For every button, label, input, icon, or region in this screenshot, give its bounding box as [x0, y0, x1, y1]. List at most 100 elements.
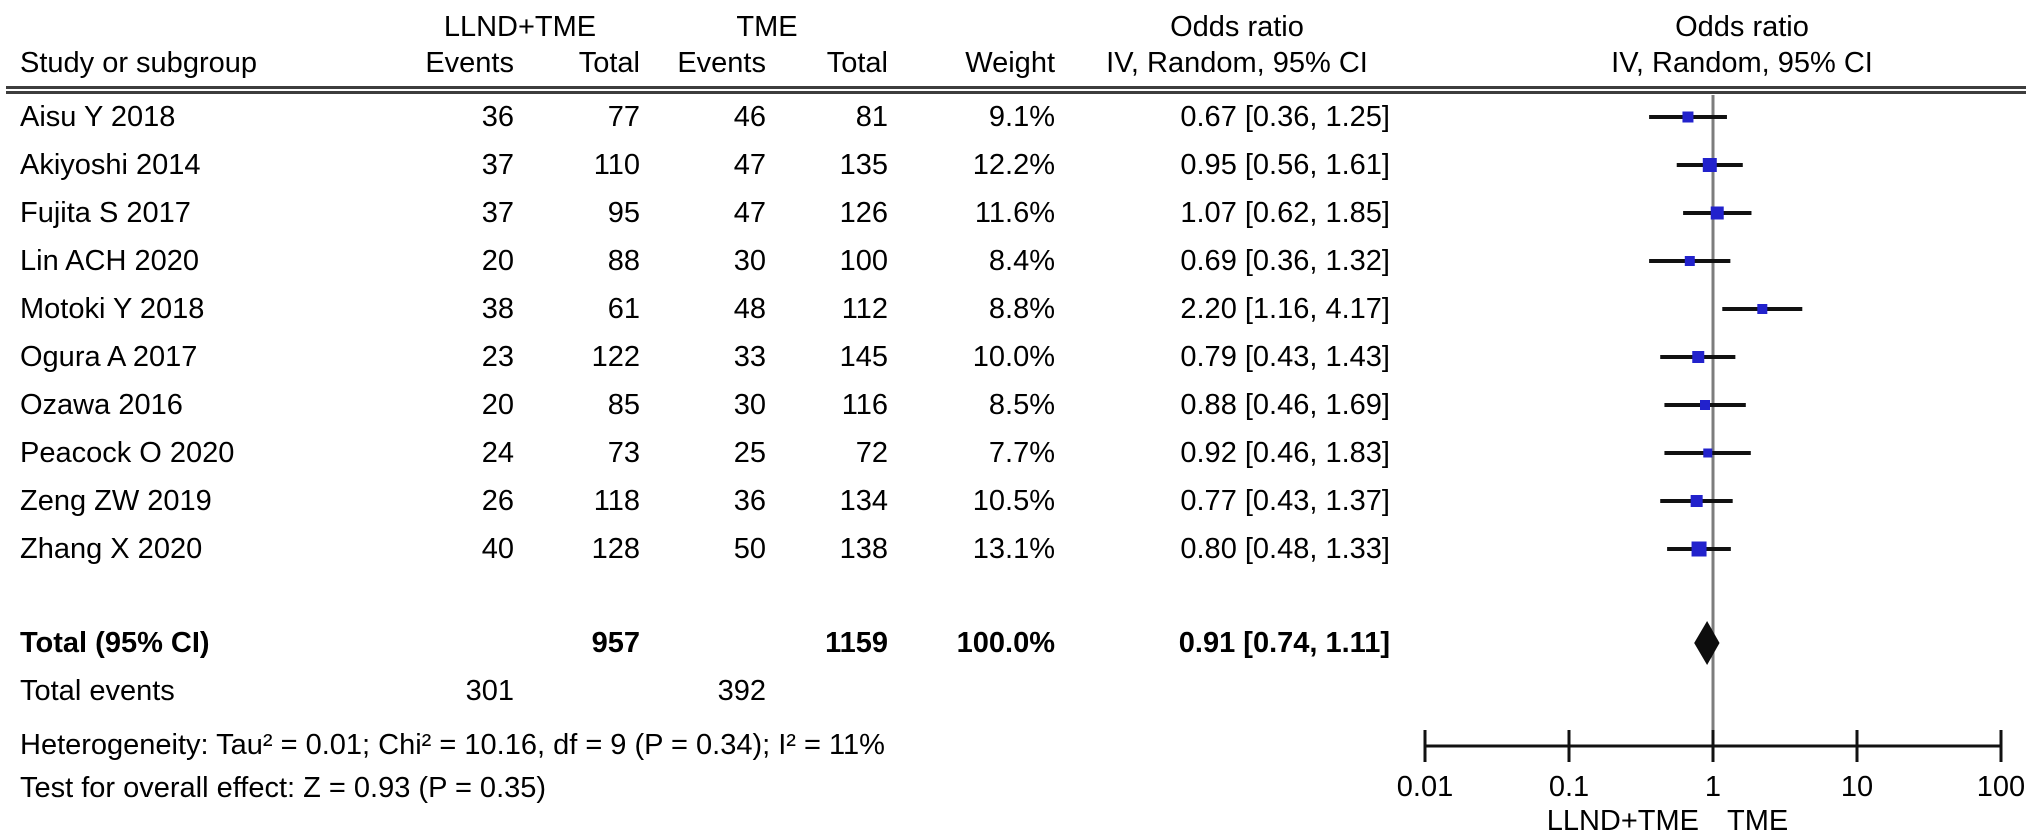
- study-row: Motoki Y 2018 38 61 48 112 8.8% 2.20 [1.16, 4.…: [0, 285, 1400, 333]
- llnd-tme-total: 85: [607, 389, 640, 421]
- llnd-tme-total: 77: [607, 101, 640, 133]
- tme-total: 112: [841, 293, 888, 325]
- axis-tick-label: 100: [1977, 771, 2025, 803]
- tme-total: 116: [841, 389, 888, 421]
- llnd-tme-events: 20: [481, 245, 514, 277]
- total-events-llnd-tme: 301: [465, 675, 514, 707]
- tme-total: 100: [839, 245, 888, 277]
- odds-ratio-plot-title: Odds ratio: [1675, 11, 1809, 43]
- study-or-ci: 0.79 [0.43, 1.43]: [1180, 341, 1390, 373]
- header-rule: [6, 86, 2026, 94]
- study-or-ci: 0.77 [0.43, 1.37]: [1180, 485, 1390, 517]
- tme-events: 48: [733, 293, 766, 325]
- effect-square: [1691, 541, 1707, 557]
- study-or-ci: 1.07 [0.62, 1.85]: [1180, 197, 1390, 229]
- total-or-ci: 0.91 [0.74, 1.11]: [1178, 627, 1390, 659]
- tme-events: 47: [733, 149, 766, 181]
- summary-diamond: [1694, 621, 1720, 665]
- tme-total: 134: [839, 485, 888, 517]
- tme-events: 25: [733, 437, 766, 469]
- study-weight: 12.2%: [972, 149, 1055, 181]
- favours-right-label: TME: [1727, 805, 1788, 837]
- study-or-ci: 0.92 [0.46, 1.83]: [1180, 437, 1390, 469]
- effect-square: [1692, 351, 1705, 363]
- study-weight: 8.5%: [988, 389, 1055, 421]
- study-name: Ogura A 2017: [20, 341, 198, 373]
- study-row: Ozawa 2016 20 85 30 116 8.5% 0.88 [0.46, 1.69]: [0, 381, 1400, 429]
- study-name: Lin ACH 2020: [20, 245, 199, 277]
- study-weight: 13.1%: [972, 533, 1055, 565]
- effect-square: [1710, 206, 1724, 220]
- study-or-ci: 0.95 [0.56, 1.61]: [1180, 149, 1390, 181]
- study-row: Aisu Y 2018 36 77 46 81 9.1% 0.67 [0.36, 1.25]: [0, 93, 1400, 141]
- study-weight: 10.5%: [972, 485, 1055, 517]
- odds-ratio-column-title: Odds ratio: [1170, 11, 1304, 43]
- study-row: Zhang X 2020 40 128 50 138 13.1% 0.80 [0.48, 1…: [0, 525, 1400, 573]
- study-row: Peacock O 2020 24 73 25 72 7.7% 0.92 [0.46, 1.…: [0, 429, 1400, 477]
- study-or-ci: 0.67 [0.36, 1.25]: [1180, 101, 1390, 133]
- llnd-tme-total: 128: [591, 533, 640, 565]
- llnd-tme-events: 26: [481, 485, 514, 517]
- group1-events-header: Events: [425, 47, 514, 79]
- tme-events: 30: [733, 245, 766, 277]
- study-name: Ozawa 2016: [20, 389, 183, 421]
- study-weight: 7.7%: [988, 437, 1055, 469]
- tme-total: 135: [839, 149, 888, 181]
- tme-total: 126: [839, 197, 888, 229]
- llnd-tme-total: 95: [607, 197, 640, 229]
- odds-ratio-plot-subtitle: IV, Random, 95% CI: [1611, 47, 1873, 79]
- tme-events: 50: [733, 533, 766, 565]
- total-tme: 1159: [825, 627, 888, 659]
- llnd-tme-events: 23: [481, 341, 514, 373]
- axis-tick-label: 0.01: [1397, 771, 1453, 803]
- llnd-tme-total: 88: [607, 245, 640, 277]
- total-events-label: Total events: [20, 675, 175, 707]
- study-row: Fujita S 2017 37 95 47 126 11.6% 1.07 [0.62, 1…: [0, 189, 1400, 237]
- llnd-tme-total: 73: [607, 437, 640, 469]
- study-row: Akiyoshi 2014 37 110 47 135 12.2% 0.95 [0.56, …: [0, 141, 1400, 189]
- study-row: Zeng ZW 2019 26 118 36 134 10.5% 0.77 [0.43, 1…: [0, 477, 1400, 525]
- study-weight: 8.4%: [988, 245, 1055, 277]
- study-weight: 8.8%: [988, 293, 1055, 325]
- llnd-tme-events: 24: [481, 437, 514, 469]
- group2-header: TME: [736, 11, 798, 43]
- axis-tick-label: 0.1: [1549, 771, 1589, 803]
- tme-total: 138: [839, 533, 888, 565]
- study-or-ci: 0.88 [0.46, 1.69]: [1180, 389, 1390, 421]
- study-weight: 10.0%: [972, 341, 1055, 373]
- study-row: Lin ACH 2020 20 88 30 100 8.4% 0.69 [0.36, 1.3…: [0, 237, 1400, 285]
- llnd-tme-events: 20: [481, 389, 514, 421]
- weight-column-header: Weight: [965, 47, 1055, 79]
- study-name: Peacock O 2020: [20, 437, 235, 469]
- effect-square: [1690, 495, 1703, 507]
- group1-total-header: Total: [578, 47, 640, 79]
- tme-total: 145: [839, 341, 888, 373]
- study-name: Akiyoshi 2014: [20, 149, 201, 181]
- llnd-tme-total: 61: [607, 293, 640, 325]
- llnd-tme-total: 122: [591, 341, 640, 373]
- axis-tick-label: 1: [1705, 771, 1721, 803]
- effect-square: [1702, 158, 1717, 172]
- total-events-tme: 392: [717, 675, 766, 707]
- tme-total: 72: [855, 437, 888, 469]
- study-name: Zhang X 2020: [20, 533, 203, 565]
- favours-left-label: LLND+TME: [1547, 805, 1699, 837]
- total-events-row: Total events 301 392: [0, 667, 1400, 715]
- tme-total: 81: [855, 101, 888, 133]
- tme-events: 33: [733, 341, 766, 373]
- total-llnd-tme: 957: [591, 627, 640, 659]
- study-column-header: Study or subgroup: [20, 47, 257, 79]
- total-row: Total (95% CI) 957 1159 100.0% 0.91 [0.7…: [0, 619, 1400, 667]
- llnd-tme-events: 36: [481, 101, 514, 133]
- heterogeneity-stats: Heterogeneity: Tau² = 0.01; Chi² = 10.16…: [20, 729, 885, 761]
- study-name: Fujita S 2017: [20, 197, 191, 229]
- tme-events: 30: [733, 389, 766, 421]
- axis-tick-label: 10: [1841, 771, 1873, 803]
- tme-events: 36: [733, 485, 766, 517]
- group2-events-header: Events: [677, 47, 766, 79]
- study-name: Aisu Y 2018: [20, 101, 176, 133]
- tme-events: 47: [733, 197, 766, 229]
- group2-total-header: Total: [826, 47, 888, 79]
- effect-square: [1703, 448, 1713, 458]
